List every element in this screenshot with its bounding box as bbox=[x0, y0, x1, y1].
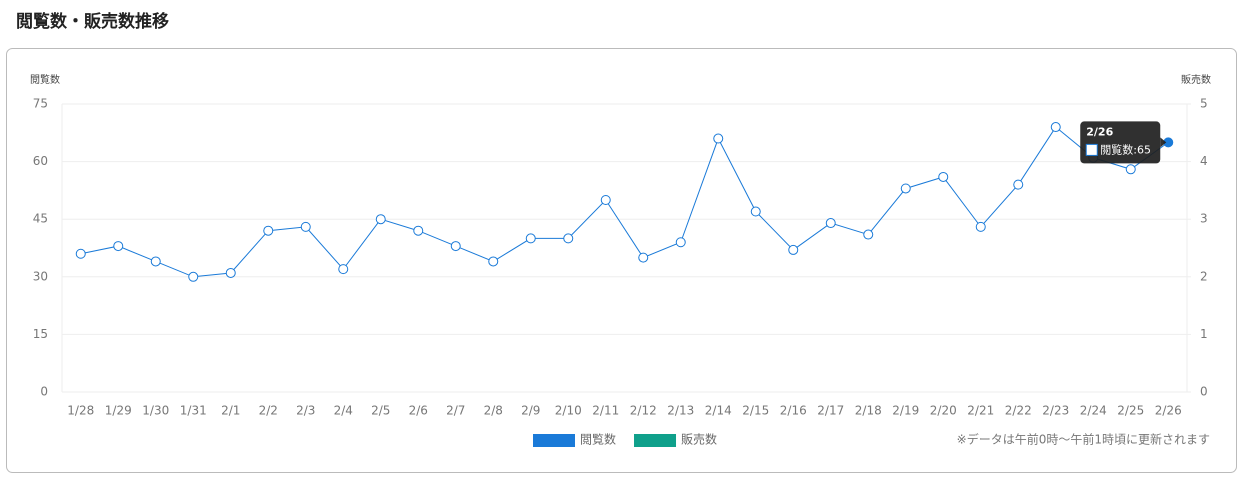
tooltip-box bbox=[1080, 121, 1161, 164]
tooltip-value: 65 bbox=[1137, 143, 1151, 156]
x-tick-label: 2/24 bbox=[1080, 404, 1107, 418]
data-point bbox=[863, 229, 874, 240]
y-tick-label: 30 bbox=[33, 269, 48, 283]
y-tick-label: 0 bbox=[40, 385, 48, 399]
x-tick-label: 2/2 bbox=[259, 404, 278, 418]
legend-label: 販売数 bbox=[681, 432, 717, 447]
data-point bbox=[338, 264, 349, 275]
chart-card bbox=[6, 48, 1237, 473]
tooltip-swatch bbox=[1085, 143, 1098, 156]
data-point bbox=[225, 267, 236, 278]
x-tick-label: 2/12 bbox=[630, 404, 657, 418]
x-tick-label: 2/19 bbox=[892, 404, 919, 418]
data-point bbox=[188, 271, 199, 282]
x-tick-label: 1/29 bbox=[105, 404, 132, 418]
x-tick-label: 1/28 bbox=[67, 404, 94, 418]
x-tick-label: 2/4 bbox=[334, 404, 353, 418]
y2-tick-label: 0 bbox=[1200, 385, 1208, 399]
x-tick-label: 2/23 bbox=[1042, 404, 1069, 418]
x-tick-label: 2/22 bbox=[1005, 404, 1032, 418]
x-tick-label: 2/3 bbox=[296, 404, 315, 418]
data-point bbox=[788, 244, 799, 255]
y-tick-label: 75 bbox=[33, 97, 48, 111]
legend-swatch bbox=[634, 434, 677, 447]
data-point bbox=[975, 221, 986, 232]
x-tick-label: 2/9 bbox=[521, 404, 540, 418]
legend-label: 閲覧数 bbox=[580, 432, 616, 447]
y2-tick-label: 5 bbox=[1200, 97, 1208, 111]
data-point bbox=[525, 233, 536, 244]
tooltip-title: 2/26 bbox=[1086, 125, 1113, 138]
y-axis-label: 閲覧数 bbox=[30, 73, 60, 86]
data-point bbox=[150, 256, 161, 267]
x-tick-label: 2/11 bbox=[592, 404, 619, 418]
x-tick-label: 2/10 bbox=[555, 404, 582, 418]
data-point bbox=[113, 241, 124, 252]
x-tick-label: 1/30 bbox=[142, 404, 169, 418]
data-point bbox=[75, 248, 86, 259]
x-tick-label: 2/21 bbox=[967, 404, 994, 418]
y2-tick-label: 4 bbox=[1200, 154, 1208, 168]
x-tick-label: 2/14 bbox=[705, 404, 732, 418]
data-point bbox=[1125, 164, 1136, 175]
data-point bbox=[750, 206, 761, 217]
data-point bbox=[375, 214, 386, 225]
series-line bbox=[80, 126, 1169, 278]
data-point bbox=[413, 225, 424, 236]
data-point bbox=[300, 221, 311, 232]
x-tick-label: 2/1 bbox=[221, 404, 240, 418]
data-point bbox=[825, 218, 836, 229]
data-point bbox=[488, 256, 499, 267]
data-point bbox=[1013, 179, 1024, 190]
x-tick-label: 2/6 bbox=[409, 404, 428, 418]
x-tick-label: 2/18 bbox=[855, 404, 882, 418]
x-tick-label: 2/25 bbox=[1117, 404, 1144, 418]
x-tick-label: 2/7 bbox=[446, 404, 465, 418]
chart-title: 閲覧数・販売数推移 bbox=[16, 11, 169, 32]
y2-axis-label: 販売数 bbox=[1181, 73, 1211, 86]
legend-swatch bbox=[533, 434, 575, 447]
data-point bbox=[263, 225, 274, 236]
data-point bbox=[713, 133, 724, 144]
y-tick-label: 45 bbox=[33, 212, 48, 226]
tooltip: 2/26 閲覧数: 65 bbox=[1080, 121, 1167, 164]
y2-tick-label: 3 bbox=[1200, 212, 1208, 226]
x-tick-label: 2/16 bbox=[780, 404, 807, 418]
note: ※データは午前0時～午前1時頃に更新されます bbox=[957, 432, 1210, 447]
data-point bbox=[675, 237, 686, 248]
y2-tick-label: 1 bbox=[1200, 327, 1208, 341]
tooltip-arrow bbox=[1160, 137, 1167, 148]
data-point bbox=[450, 241, 461, 252]
y-tick-label: 60 bbox=[33, 154, 48, 168]
data-point bbox=[638, 252, 649, 263]
x-tick-label: 2/20 bbox=[930, 404, 957, 418]
x-tick-label: 2/13 bbox=[667, 404, 694, 418]
data-point bbox=[938, 171, 949, 182]
x-tick-label: 2/15 bbox=[742, 404, 769, 418]
x-tick-label: 2/26 bbox=[1155, 404, 1182, 418]
tooltip-label: 閲覧数 bbox=[1100, 142, 1133, 156]
data-point bbox=[1050, 122, 1061, 133]
data-point bbox=[600, 195, 611, 205]
tooltip-separator: : bbox=[1133, 143, 1137, 156]
x-tick-label: 2/8 bbox=[484, 404, 503, 418]
y-tick-label: 15 bbox=[33, 327, 48, 341]
x-tick-label: 2/17 bbox=[817, 404, 844, 418]
y2-tick-label: 2 bbox=[1200, 269, 1208, 283]
x-tick-label: 2/5 bbox=[371, 404, 390, 418]
x-tick-label: 1/31 bbox=[180, 404, 207, 418]
data-point bbox=[900, 183, 911, 194]
data-point bbox=[563, 233, 574, 244]
